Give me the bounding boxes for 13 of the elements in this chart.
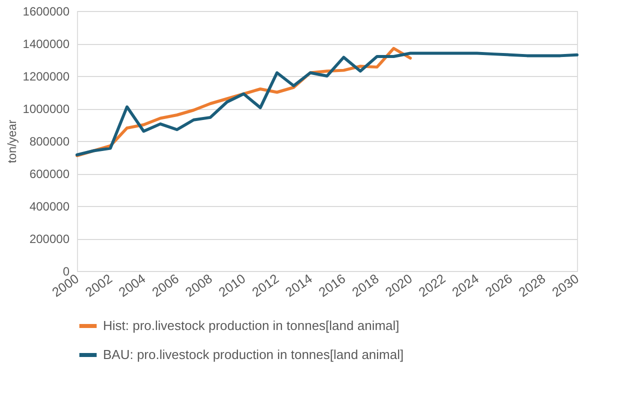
y-tick-label: 0: [62, 264, 70, 278]
y-tick-label: 1200000: [22, 70, 70, 84]
y-tick-label: 800000: [29, 134, 70, 148]
legend-label: Hist: pro.livestock production in tonnes[land animal]: [103, 318, 400, 333]
line-series: [76, 52, 578, 156]
legend-label: BAU: pro.livestock production in tonnes[land animal]: [103, 347, 404, 362]
y-tick-label: 200000: [29, 232, 70, 246]
y-tick-label: 400000: [29, 200, 70, 214]
y-tick-label: 600000: [29, 167, 70, 181]
y-tick-label: 1400000: [22, 37, 70, 51]
y-tick-label: 1000000: [22, 102, 70, 116]
y-axis-title: ton/year: [4, 120, 19, 164]
y-tick-label: 1600000: [22, 4, 70, 18]
